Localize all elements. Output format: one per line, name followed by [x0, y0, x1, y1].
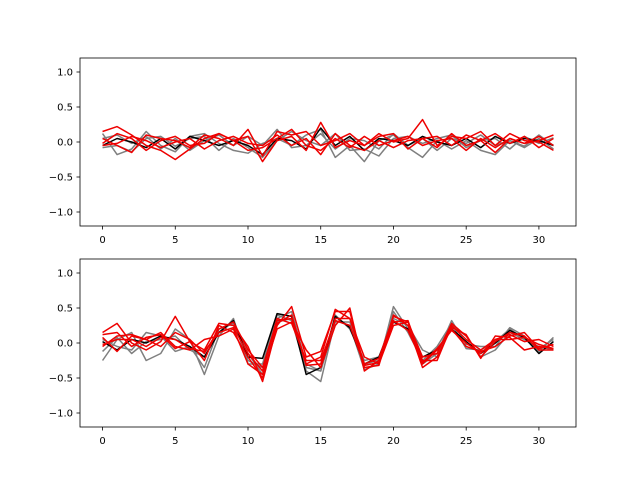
x-tick-label: 0 — [99, 235, 105, 246]
x-axis: 0 5 10 15 20 25 30 — [99, 427, 545, 447]
x-tick-label: 5 — [172, 235, 178, 246]
x-axis: 0 5 10 15 20 25 30 — [99, 226, 545, 246]
y-axis: −1.0 −0.5 0.0 0.5 1.0 — [49, 269, 80, 420]
x-tick-label: 10 — [242, 235, 255, 246]
y-tick-label: 1.0 — [57, 269, 73, 280]
series-lines — [101, 305, 554, 383]
y-tick-label: 0.5 — [57, 103, 73, 114]
x-tick-label: 20 — [387, 235, 400, 246]
y-tick-label: 1.0 — [57, 68, 73, 79]
x-tick-label: 10 — [242, 436, 255, 447]
y-tick-label: 0.0 — [57, 339, 73, 350]
top-subplot: 0 5 10 15 20 25 30 −1.0 −0.5 0.0 0.5 1.0 — [49, 57, 577, 246]
red-series-line-5 — [102, 308, 554, 369]
x-tick-label: 25 — [460, 235, 473, 246]
y-tick-label: 0.5 — [57, 304, 73, 315]
red-series-line-7 — [102, 132, 554, 156]
gray-series-line-0 — [101, 305, 554, 383]
x-tick-label: 15 — [314, 436, 327, 447]
series-lines — [101, 118, 554, 163]
red-series-line-4 — [102, 118, 554, 163]
y-tick-label: −1.0 — [49, 208, 73, 219]
bottom-subplot: 0 5 10 15 20 25 30 −1.0 −0.5 0.0 0.5 1.0 — [49, 258, 577, 447]
gray-series-line-2 — [102, 128, 554, 152]
y-tick-label: −0.5 — [49, 374, 73, 385]
y-tick-label: −1.0 — [49, 409, 73, 420]
black-series-line-3 — [102, 127, 554, 156]
x-tick-label: 20 — [387, 436, 400, 447]
x-tick-label: 15 — [314, 235, 327, 246]
x-tick-label: 0 — [99, 436, 105, 447]
y-tick-label: 0.0 — [57, 138, 73, 149]
y-axis: −1.0 −0.5 0.0 0.5 1.0 — [49, 68, 80, 219]
x-tick-label: 25 — [460, 436, 473, 447]
y-tick-label: −0.5 — [49, 173, 73, 184]
x-tick-label: 30 — [533, 235, 546, 246]
x-tick-label: 5 — [172, 436, 178, 447]
red-series-line-8 — [102, 317, 554, 372]
x-tick-label: 30 — [533, 436, 546, 447]
